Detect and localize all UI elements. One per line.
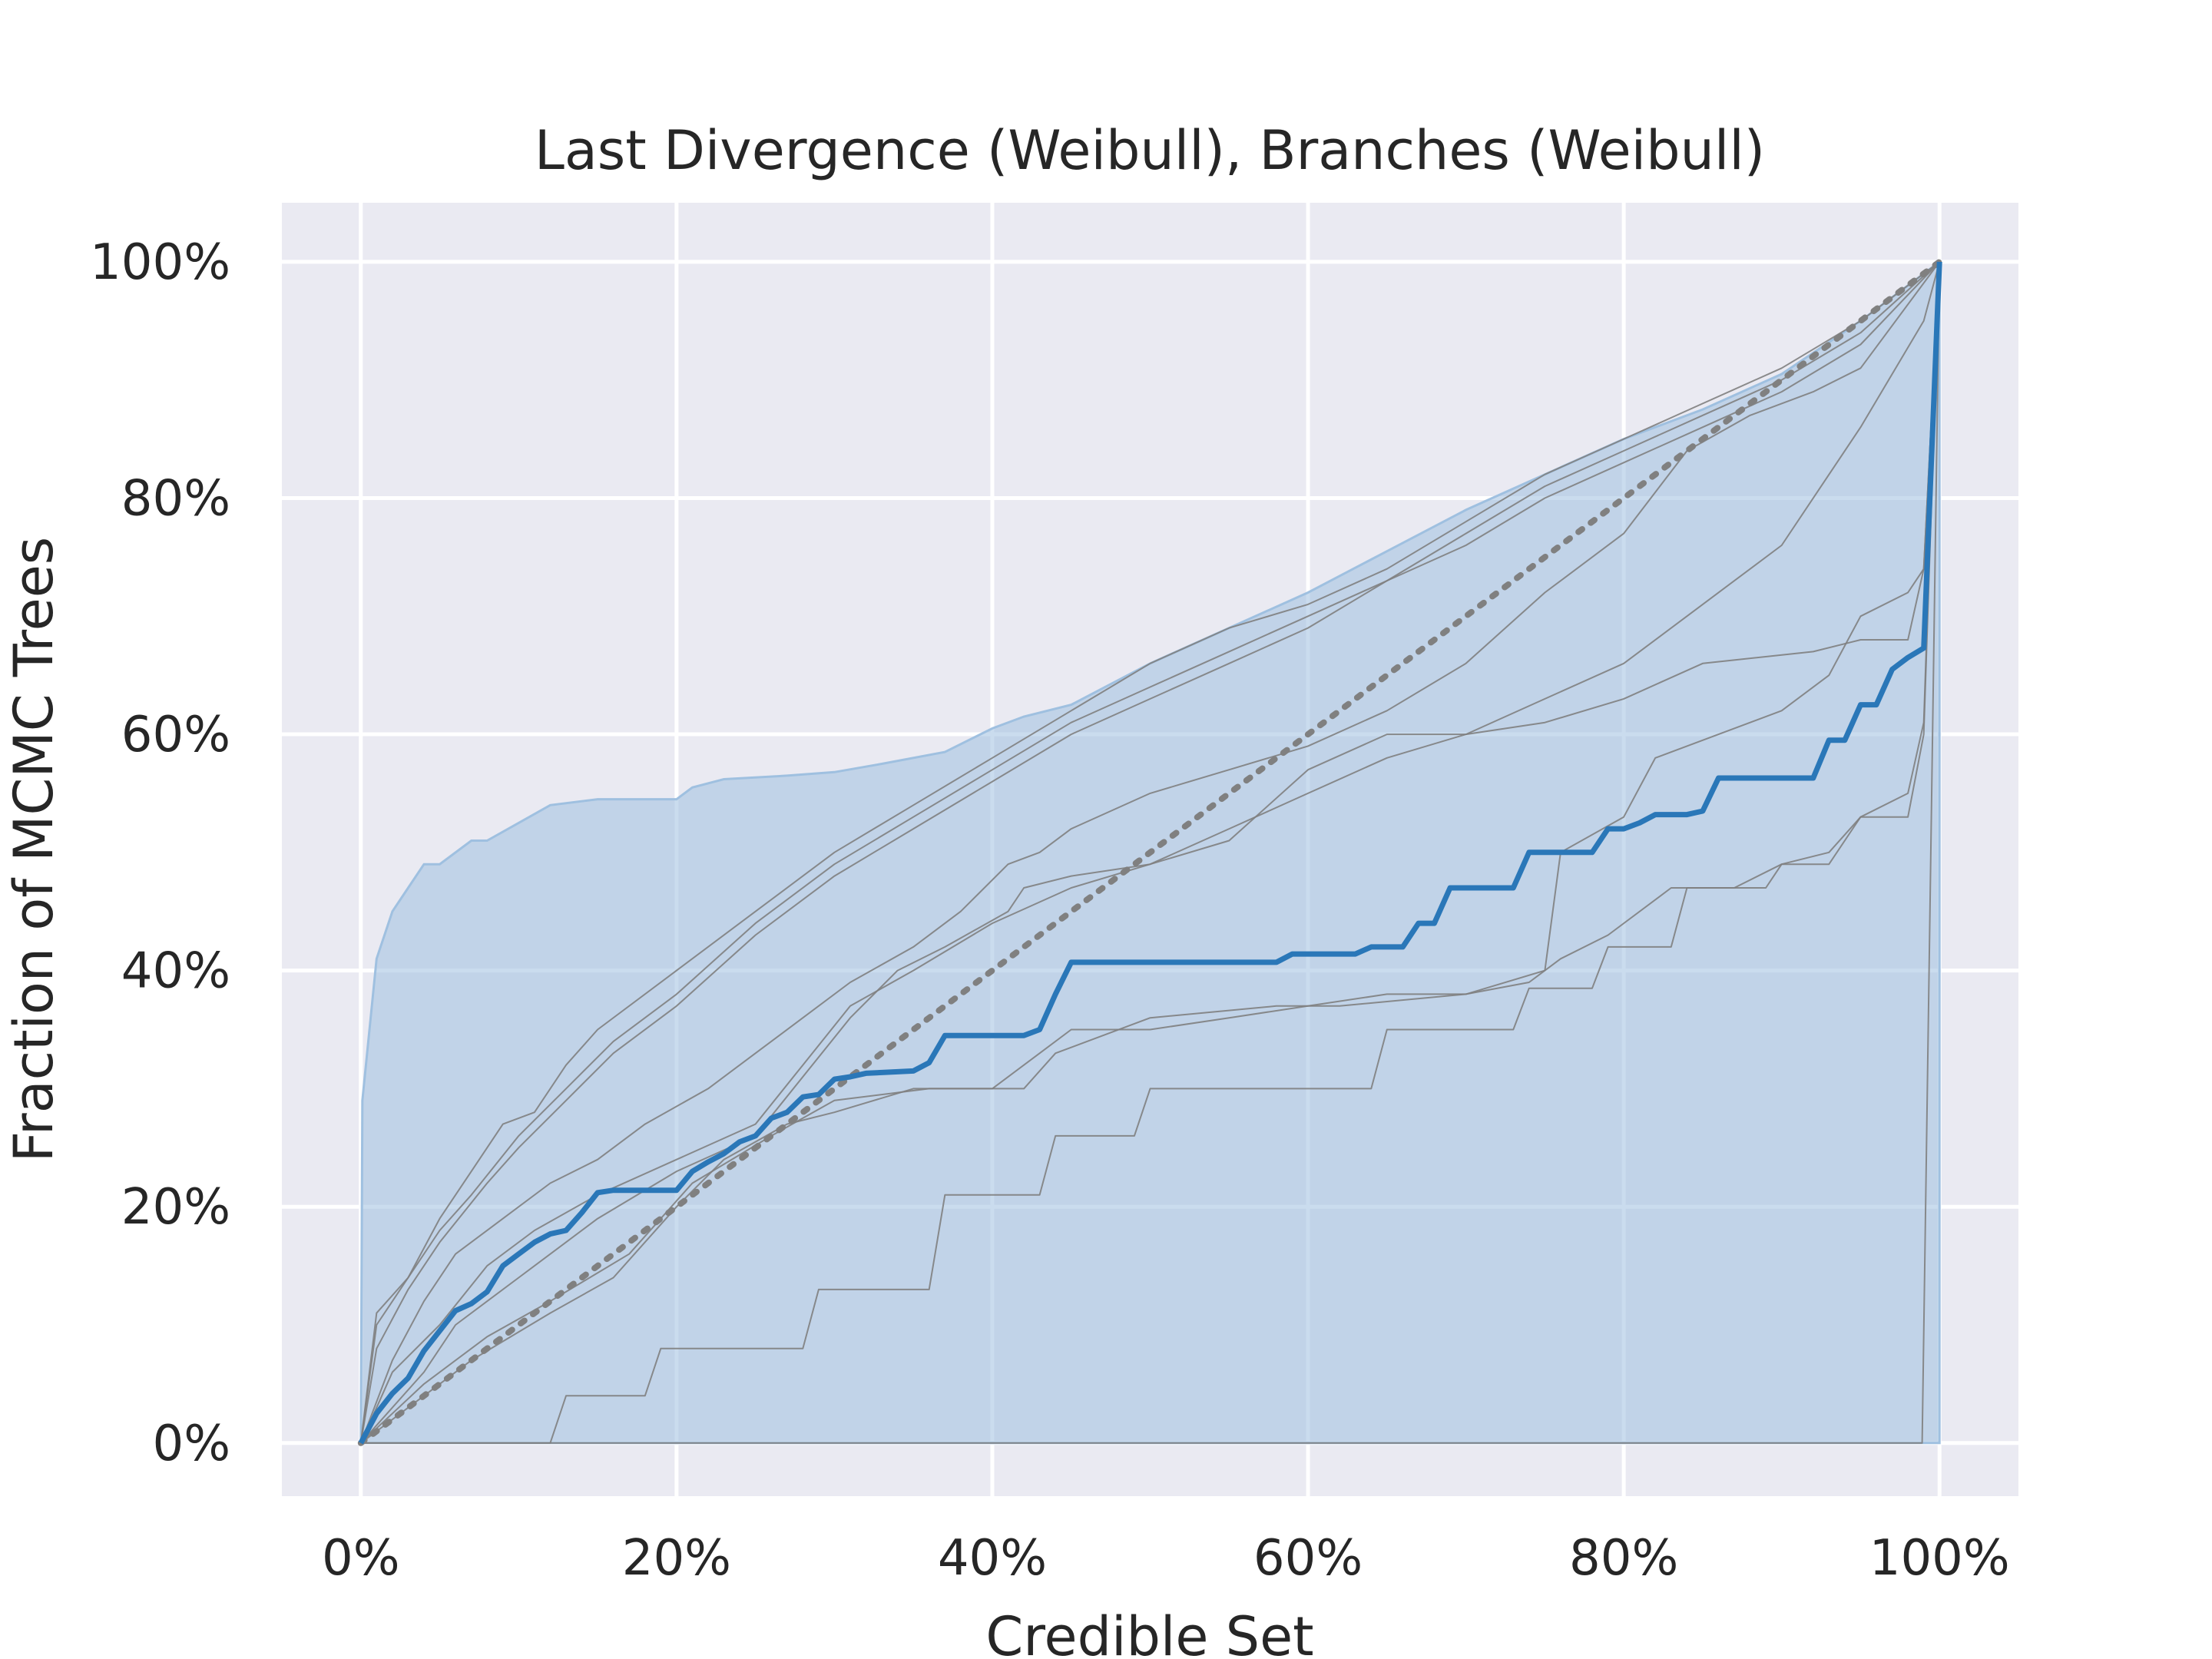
y-tick-label-2: 40%: [121, 943, 230, 1000]
replicate-line-8: [360, 261, 1941, 1444]
x-tick-label-5: 100%: [1869, 1530, 2010, 1587]
replicate-line-5: [359, 261, 1941, 1444]
y-tick-label-1: 20%: [121, 1179, 230, 1236]
chart-title: Last Divergence (Weibull), Branches (Wei…: [535, 119, 1765, 182]
y-tick-label-3: 60%: [121, 707, 230, 763]
main-series-line: [358, 261, 1942, 1445]
y-tick-label-5: 100%: [90, 234, 230, 291]
x-tick-label-2: 40%: [938, 1530, 1047, 1587]
y-tick-label-4: 80%: [121, 470, 230, 527]
replicate-line-2: [359, 261, 1940, 1443]
tick-labels: 0% 20% 40% 60% 80% 100% 0% 20% 40% 60% 80% 100%: [90, 234, 2010, 1587]
x-axis-label: Credible Set: [985, 1605, 1313, 1659]
replicate-line-9: [360, 261, 1941, 1444]
replicate-line-1: [359, 261, 1940, 1443]
series-layer: [357, 258, 1943, 1446]
x-tick-label-1: 20%: [622, 1530, 731, 1587]
x-tick-label-0: 0%: [322, 1530, 400, 1587]
replicate-line-10: [360, 261, 1941, 1444]
reference-diagonal-line: [357, 258, 1943, 1446]
y-axis-label: Fraction of MCMC Trees: [2, 537, 65, 1163]
replicate-line-4: [359, 261, 1941, 1444]
replicate-line-3: [359, 261, 1940, 1443]
x-tick-label-3: 60%: [1253, 1530, 1363, 1587]
y-tick-label-0: 0%: [152, 1416, 230, 1472]
x-tick-label-4: 80%: [1569, 1530, 1678, 1587]
replicate-line-6: [360, 261, 1941, 1444]
